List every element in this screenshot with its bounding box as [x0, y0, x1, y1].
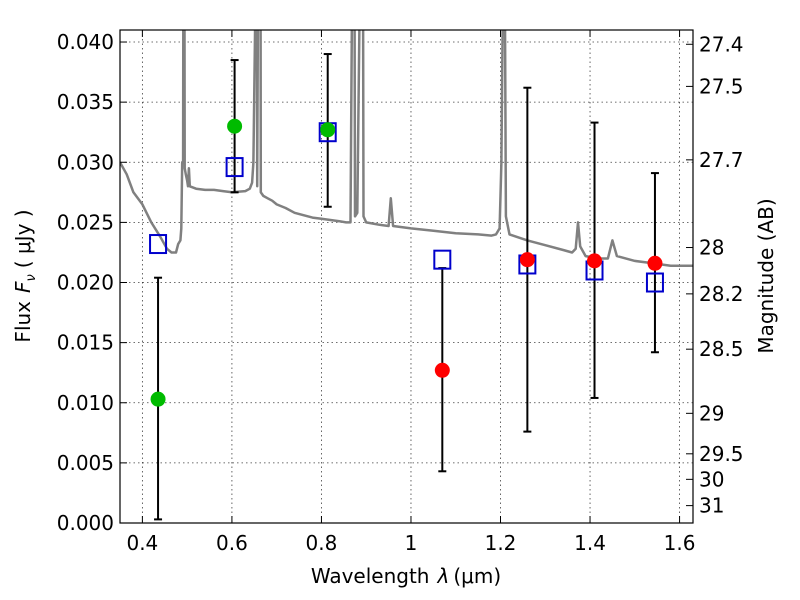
- data-point-marker: [150, 391, 166, 407]
- y2-axis-title: Magnitude (AB): [754, 198, 778, 353]
- data-markers: [149, 118, 664, 407]
- model-square-marker: [225, 157, 244, 178]
- x-axis-title: Wavelength λ (μm): [311, 564, 501, 588]
- x-tick-label: 1: [405, 531, 418, 555]
- grid: [120, 30, 693, 524]
- y-tick-label: 0.005: [57, 451, 114, 475]
- y2-tick-label: 30: [699, 467, 724, 491]
- y2-tick-label: 31: [699, 494, 724, 518]
- x-tick-label: 1.4: [574, 531, 606, 555]
- y-tick-label: 0.025: [57, 210, 114, 234]
- y2-tick-label: 28: [699, 236, 724, 260]
- data-point-marker: [647, 255, 663, 271]
- y2-tick-label: 29: [699, 401, 724, 425]
- data-point-marker: [434, 362, 450, 378]
- y2-tick-label: 28.5: [699, 337, 744, 361]
- model-spectrum-line: [120, 30, 693, 267]
- x-tick-label: 0.4: [126, 531, 158, 555]
- x-tick-label: 1.2: [485, 531, 517, 555]
- model-square-marker: [433, 249, 452, 270]
- y-tick-label: 0.035: [57, 90, 114, 114]
- plot-frame: [119, 29, 694, 524]
- x-tick-label: 0.6: [216, 531, 248, 555]
- model-square-marker: [149, 234, 168, 255]
- y2-tick-label: 28.2: [699, 282, 744, 306]
- y2-tick-label: 29.5: [699, 442, 744, 466]
- model-square-marker: [645, 272, 664, 293]
- axis-ticks: 0.4 0.6 0.8 1 1.2 1.4 1.6 0.000 0.005 0.010 0.015 0…: [57, 30, 744, 555]
- y-tick-label: 0.010: [57, 391, 114, 415]
- y-tick-label: 0.015: [57, 331, 114, 355]
- data-point-marker: [519, 252, 535, 268]
- y-tick-label: 0.000: [57, 511, 114, 535]
- y-axis-title: FluxFν( μJy ): [11, 209, 39, 342]
- data-point-marker: [320, 122, 336, 138]
- x-tick-label: 1.6: [664, 531, 696, 555]
- data-point-marker: [587, 253, 603, 269]
- y2-tick-label: 27.4: [699, 32, 744, 56]
- data-point-marker: [227, 118, 243, 134]
- y2-tick-label: 27.5: [699, 74, 744, 98]
- x-tick-label: 0.8: [306, 531, 338, 555]
- y-tick-label: 0.040: [57, 30, 114, 54]
- y2-tick-label: 27.7: [699, 148, 744, 172]
- y-tick-label: 0.030: [57, 150, 114, 174]
- y-tick-label: 0.020: [57, 271, 114, 295]
